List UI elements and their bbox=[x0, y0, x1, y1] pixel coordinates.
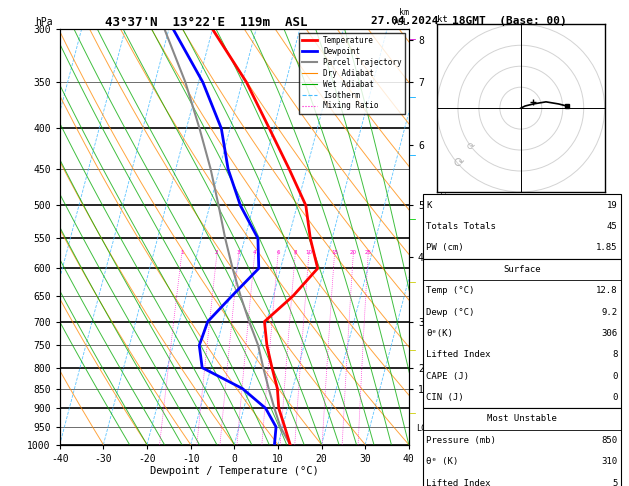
Legend: Temperature, Dewpoint, Parcel Trajectory, Dry Adiabat, Wet Adiabat, Isotherm, Mi: Temperature, Dewpoint, Parcel Trajectory… bbox=[299, 33, 405, 114]
Text: 10: 10 bbox=[305, 250, 313, 255]
Text: kt: kt bbox=[437, 15, 448, 24]
Text: 12.8: 12.8 bbox=[596, 286, 618, 295]
Text: 20: 20 bbox=[350, 250, 357, 255]
X-axis label: Dewpoint / Temperature (°C): Dewpoint / Temperature (°C) bbox=[150, 467, 319, 476]
Text: Pressure (mb): Pressure (mb) bbox=[426, 436, 496, 445]
Text: 4: 4 bbox=[253, 250, 257, 255]
Text: ⟳: ⟳ bbox=[466, 142, 474, 152]
Text: 15: 15 bbox=[331, 250, 338, 255]
Text: Surface: Surface bbox=[503, 265, 541, 274]
Text: 850: 850 bbox=[601, 436, 618, 445]
Y-axis label: Mixing Ratio (g/kg): Mixing Ratio (g/kg) bbox=[438, 186, 447, 288]
Text: Dewp (°C): Dewp (°C) bbox=[426, 308, 475, 316]
Text: ―: ― bbox=[409, 345, 416, 355]
Text: 1: 1 bbox=[180, 250, 184, 255]
Text: km
ASL: km ASL bbox=[394, 8, 409, 27]
Text: hPa: hPa bbox=[35, 17, 53, 27]
Text: 8: 8 bbox=[293, 250, 297, 255]
Text: 6: 6 bbox=[276, 250, 280, 255]
Text: Totals Totals: Totals Totals bbox=[426, 222, 496, 231]
Text: ―: ― bbox=[409, 214, 416, 224]
Text: CIN (J): CIN (J) bbox=[426, 393, 464, 402]
Text: 25: 25 bbox=[365, 250, 372, 255]
Text: 1.85: 1.85 bbox=[596, 243, 618, 252]
Text: 0: 0 bbox=[612, 393, 618, 402]
Text: LCL: LCL bbox=[416, 424, 431, 434]
Text: θᵉ(K): θᵉ(K) bbox=[426, 329, 454, 338]
Text: Temp (°C): Temp (°C) bbox=[426, 286, 475, 295]
Text: 19: 19 bbox=[607, 201, 618, 209]
Text: 27.04.2024  18GMT  (Base: 00): 27.04.2024 18GMT (Base: 00) bbox=[370, 16, 567, 26]
Text: ―: ― bbox=[409, 92, 416, 102]
Text: 3: 3 bbox=[237, 250, 240, 255]
Text: 0: 0 bbox=[612, 372, 618, 381]
Text: 9.2: 9.2 bbox=[601, 308, 618, 316]
Text: 5: 5 bbox=[612, 479, 618, 486]
Text: θᵉ (K): θᵉ (K) bbox=[426, 457, 459, 466]
Text: 310: 310 bbox=[601, 457, 618, 466]
Text: 8: 8 bbox=[612, 350, 618, 359]
Text: ―: ― bbox=[409, 151, 416, 160]
Text: 2: 2 bbox=[215, 250, 218, 255]
Text: Lifted Index: Lifted Index bbox=[426, 350, 491, 359]
Text: ―: ― bbox=[409, 277, 416, 287]
Text: ―: ― bbox=[409, 408, 416, 418]
Text: © weatheronline.co.uk: © weatheronline.co.uk bbox=[423, 471, 520, 480]
Text: ⟳: ⟳ bbox=[454, 157, 464, 170]
Text: CAPE (J): CAPE (J) bbox=[426, 372, 469, 381]
Text: 306: 306 bbox=[601, 329, 618, 338]
Text: K: K bbox=[426, 201, 432, 209]
Text: 45: 45 bbox=[607, 222, 618, 231]
Text: ―: ― bbox=[409, 34, 416, 44]
Text: PW (cm): PW (cm) bbox=[426, 243, 464, 252]
Text: Lifted Index: Lifted Index bbox=[426, 479, 491, 486]
Text: Most Unstable: Most Unstable bbox=[487, 415, 557, 423]
Text: 43°37'N  13°22'E  119m  ASL: 43°37'N 13°22'E 119m ASL bbox=[105, 16, 308, 29]
